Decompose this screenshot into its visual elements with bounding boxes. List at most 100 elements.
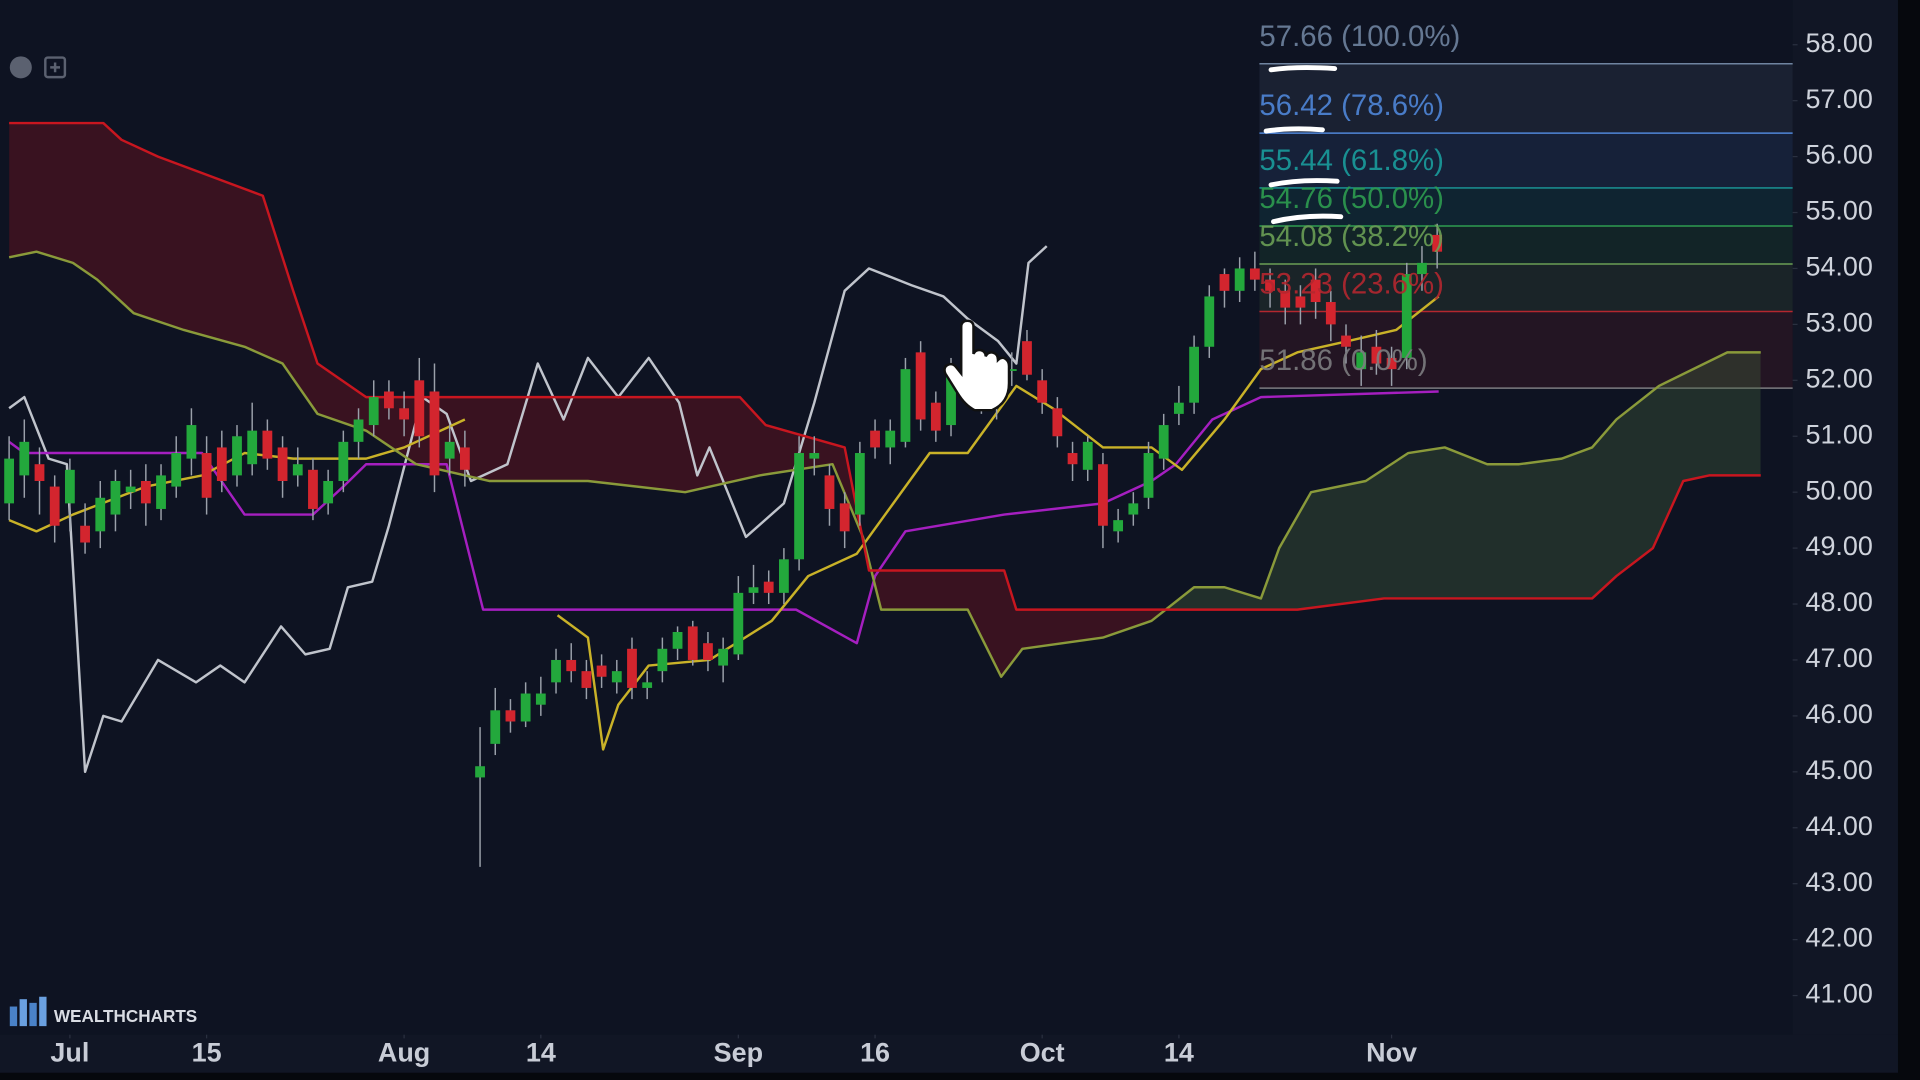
candle-body	[551, 659, 561, 683]
candle-body	[1310, 279, 1321, 303]
candle-body	[277, 447, 288, 481]
candle-body	[156, 475, 166, 509]
hand-icon	[943, 319, 1011, 412]
candle-body	[1356, 352, 1367, 370]
time-axis	[0, 1034, 1898, 1073]
candle-body	[642, 682, 653, 688]
candle-body	[399, 408, 410, 420]
candle-body	[779, 559, 789, 593]
add-icon[interactable]	[44, 56, 67, 79]
candle-body	[459, 447, 470, 470]
candle-body	[262, 430, 273, 459]
candle-body	[581, 671, 592, 688]
candle-body	[748, 587, 759, 593]
candle-body	[900, 369, 911, 442]
y-tick-label: 56.00	[1805, 140, 1872, 170]
candle-body	[1189, 346, 1199, 403]
y-tick-label: 50.00	[1805, 475, 1872, 505]
y-tick-label: 58.00	[1805, 28, 1872, 58]
candle-body	[125, 486, 136, 493]
candle-body	[657, 648, 668, 672]
y-tick-label: 44.00	[1805, 811, 1872, 841]
indicator-line	[8, 390, 1439, 645]
candle-body	[1173, 402, 1184, 414]
axes-layer: 41.00 42.00 43.00 44.00 45.00 46.00 47.00 48.00…	[50, 28, 1872, 1068]
candle-body	[1158, 425, 1169, 459]
candle-body	[930, 402, 941, 431]
hand-cursor	[943, 319, 1011, 412]
candle-body	[384, 391, 394, 409]
labels-layer: 57.66 (100.0%) 56.42 (78.6%) 55.44 (61.8%)…	[1259, 20, 1460, 377]
x-tick-label: 14	[1164, 1037, 1194, 1067]
candle-body	[19, 441, 30, 476]
candle-body	[186, 425, 197, 459]
candle-body	[1113, 520, 1124, 532]
fib-label: 55.44 (61.8%)	[1259, 144, 1444, 177]
candle-body	[1341, 335, 1351, 347]
candle-body	[687, 626, 698, 660]
candle-body	[1143, 453, 1154, 498]
logo-bar	[9, 1006, 18, 1027]
brand-name: WEALTHCHARTS	[54, 1006, 197, 1026]
candle-body	[672, 632, 683, 649]
candle-body	[444, 441, 455, 459]
candle-body	[171, 453, 182, 487]
candle-body	[1052, 408, 1063, 437]
fib-zone	[1259, 263, 1793, 312]
candle-body	[824, 475, 835, 509]
brand-logo: WEALTHCHARTS	[9, 996, 197, 1027]
candle-body	[414, 380, 425, 437]
x-tick-label: 14	[526, 1037, 556, 1067]
candle-body	[1006, 369, 1017, 371]
candle-body	[915, 352, 926, 420]
candle-body	[520, 693, 531, 722]
fib-zone	[1259, 225, 1793, 264]
y-tick-label: 48.00	[1805, 587, 1872, 617]
indicator-line	[8, 250, 1761, 678]
candle-body	[292, 464, 303, 476]
fib-zone	[1259, 187, 1793, 226]
x-tick-label: Aug	[378, 1037, 430, 1067]
candle-body	[1219, 274, 1230, 291]
x-tick-label: 15	[192, 1037, 222, 1067]
candle-body	[1128, 503, 1139, 515]
x-tick-label: 16	[860, 1037, 890, 1067]
fib-layer	[1259, 63, 1793, 389]
y-tick-label: 41.00	[1805, 979, 1872, 1009]
candle-body	[308, 469, 318, 509]
candle-body	[368, 397, 379, 426]
annotation-scribbles	[1263, 65, 1344, 225]
candle-body	[49, 486, 60, 526]
logo-bar	[39, 996, 47, 1027]
candle-body	[1295, 296, 1306, 308]
candle-body	[1325, 302, 1336, 325]
candle-body	[718, 648, 729, 666]
toggle-icon[interactable]	[9, 56, 32, 79]
y-tick-label: 42.00	[1805, 923, 1872, 953]
y-tick-label: 49.00	[1805, 531, 1872, 561]
indicator-line	[8, 245, 1048, 774]
y-tick-label: 55.00	[1805, 196, 1872, 226]
fib-label: 54.08 (38.2%)	[1259, 220, 1444, 253]
scribble	[1263, 126, 1325, 134]
x-tick-label: Oct	[1020, 1037, 1065, 1067]
candle-body	[870, 430, 880, 448]
toolbar	[9, 56, 67, 79]
candle-body	[64, 469, 75, 504]
candle-body	[323, 480, 334, 504]
candle-body	[80, 525, 90, 543]
candle-body	[490, 710, 501, 744]
price-axis	[1792, 0, 1898, 1035]
logo-bar	[29, 1002, 37, 1027]
candle-body	[1204, 296, 1215, 347]
candle-body	[885, 430, 896, 448]
candle-body	[1098, 464, 1108, 526]
y-tick-label: 52.00	[1805, 363, 1872, 393]
fib-zone	[1259, 311, 1793, 389]
y-tick-label: 47.00	[1805, 643, 1872, 673]
x-tick-label: Jul	[50, 1037, 89, 1067]
candle-body	[763, 581, 774, 593]
candle-body	[839, 503, 850, 532]
logo-bar	[19, 999, 27, 1027]
